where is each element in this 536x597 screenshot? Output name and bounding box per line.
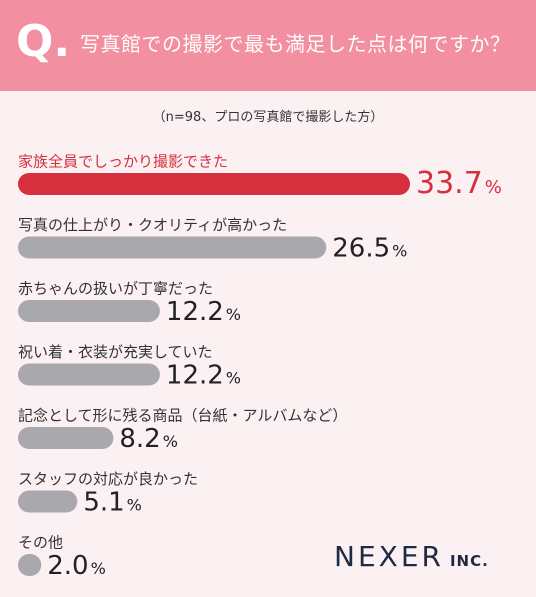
category-label: スタッフの対応が良かった	[18, 470, 198, 488]
logo-suffix: INC.	[449, 552, 489, 570]
value-label: 33.7%	[416, 166, 502, 201]
value-label: 12.2%	[166, 297, 241, 327]
bar	[18, 427, 114, 449]
value-label: 26.5%	[332, 234, 407, 264]
category-label: その他	[18, 534, 63, 552]
category-label: 家族全員でしっかり撮影できた	[18, 153, 228, 171]
value-label: 5.1%	[83, 488, 142, 518]
nexer-logo: NEXER INC.	[334, 540, 489, 573]
value-label: 2.0%	[47, 551, 106, 581]
bar	[18, 363, 160, 386]
category-label: 赤ちゃんの扱いが丁寧だった	[18, 280, 213, 298]
bar	[18, 236, 327, 259]
bar	[18, 554, 42, 576]
logo-text: NEXER	[334, 540, 444, 573]
chart-subtitle: （n=98、プロの写真館で撮影した方）	[152, 110, 384, 125]
question-marker: Q.	[16, 16, 71, 67]
value-label: 12.2%	[166, 361, 241, 391]
bar	[18, 490, 78, 513]
question-header: Q. 写真館での撮影で最も満足した点は何ですか？	[0, 0, 536, 91]
bar	[18, 300, 160, 322]
bar	[18, 173, 410, 195]
category-label: 記念として形に残る商品（台紙・アルバムなど）	[18, 407, 347, 425]
category-label: 写真の仕上がり・クオリティが高かった	[18, 216, 287, 234]
question-title: 写真館での撮影で最も満足した点は何ですか？	[80, 32, 511, 56]
value-label: 8.2%	[119, 424, 178, 454]
category-label: 祝い着・衣装が充実していた	[18, 343, 213, 361]
